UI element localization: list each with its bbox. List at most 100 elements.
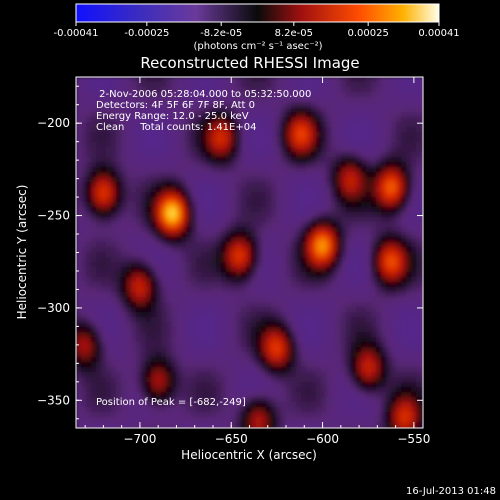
heatmap-cell bbox=[361, 107, 367, 113]
heatmap-cell bbox=[361, 177, 367, 183]
heatmap-cell bbox=[216, 172, 222, 178]
heatmap-cell bbox=[221, 282, 227, 288]
heatmap-cell bbox=[281, 107, 287, 113]
heatmap-cell bbox=[291, 377, 297, 383]
heatmap-cell bbox=[361, 242, 367, 248]
heatmap-cell bbox=[106, 242, 112, 248]
heatmap-cell bbox=[201, 362, 207, 368]
heatmap-cell bbox=[291, 147, 297, 153]
heatmap-cell bbox=[111, 302, 117, 308]
heatmap-cell bbox=[206, 157, 212, 163]
heatmap-cell bbox=[301, 317, 307, 323]
heatmap-cell bbox=[396, 252, 402, 258]
heatmap-cell bbox=[236, 362, 242, 368]
heatmap-cell bbox=[396, 82, 402, 88]
heatmap-cell bbox=[266, 387, 272, 393]
heatmap-cell bbox=[86, 332, 92, 338]
heatmap-cell bbox=[171, 392, 177, 398]
heatmap-cell bbox=[221, 312, 227, 318]
heatmap-cell bbox=[356, 337, 362, 343]
heatmap-cell bbox=[346, 287, 352, 293]
x-tick-label: −600 bbox=[306, 432, 339, 446]
heatmap-cell bbox=[231, 392, 237, 398]
heatmap-cell bbox=[231, 192, 237, 198]
heatmap-cell bbox=[201, 162, 207, 168]
heatmap-cell bbox=[181, 387, 187, 393]
heatmap-cell bbox=[131, 192, 137, 198]
heatmap-cell bbox=[341, 97, 347, 103]
heatmap-cell bbox=[176, 82, 182, 88]
heatmap-cell bbox=[401, 392, 407, 398]
heatmap-cell bbox=[166, 317, 172, 323]
heatmap-cell bbox=[371, 357, 377, 363]
heatmap-cell bbox=[146, 77, 152, 83]
heatmap-cell bbox=[241, 157, 247, 163]
heatmap-cell bbox=[316, 182, 322, 188]
heatmap-cell bbox=[81, 387, 87, 393]
heatmap-cell bbox=[141, 142, 147, 148]
heatmap-cell bbox=[376, 297, 382, 303]
heatmap-cell bbox=[276, 92, 282, 98]
heatmap-cell bbox=[301, 287, 307, 293]
heatmap-cell bbox=[151, 127, 157, 133]
heatmap-cell bbox=[251, 142, 257, 148]
heatmap-cell bbox=[171, 237, 177, 243]
heatmap-cell bbox=[86, 172, 92, 178]
heatmap-cell bbox=[246, 117, 252, 123]
heatmap-cell bbox=[126, 412, 132, 418]
heatmap-cell bbox=[216, 252, 222, 258]
heatmap-cell bbox=[166, 157, 172, 163]
heatmap-cell bbox=[401, 247, 407, 253]
heatmap-cell bbox=[141, 377, 147, 383]
heatmap-cell bbox=[116, 242, 122, 248]
heatmap-cell bbox=[81, 372, 87, 378]
heatmap-cell bbox=[91, 402, 97, 408]
heatmap-cell bbox=[421, 77, 423, 83]
heatmap-cell bbox=[196, 317, 202, 323]
heatmap-cell bbox=[406, 167, 412, 173]
heatmap-cell bbox=[416, 382, 422, 388]
heatmap-cell bbox=[201, 287, 207, 293]
heatmap-cell bbox=[291, 227, 297, 233]
heatmap-cell bbox=[371, 392, 377, 398]
heatmap-cell bbox=[86, 322, 92, 328]
heatmap-cell bbox=[236, 152, 242, 158]
heatmap-cell bbox=[276, 217, 282, 223]
heatmap-cell bbox=[396, 97, 402, 103]
heatmap-cell bbox=[316, 82, 322, 88]
heatmap-cell bbox=[131, 202, 137, 208]
heatmap-cell bbox=[206, 342, 212, 348]
heatmap-cell bbox=[316, 382, 322, 388]
heatmap-cell bbox=[296, 292, 302, 298]
heatmap-cell bbox=[346, 187, 352, 193]
heatmap-cell bbox=[271, 162, 277, 168]
heatmap-cell bbox=[126, 107, 132, 113]
heatmap-cell bbox=[361, 207, 367, 213]
heatmap-cell bbox=[411, 377, 417, 383]
heatmap-cell bbox=[381, 277, 387, 283]
heatmap-cell bbox=[221, 342, 227, 348]
heatmap-cell bbox=[341, 87, 347, 93]
heatmap-cell bbox=[181, 152, 187, 158]
heatmap-cell bbox=[181, 117, 187, 123]
heatmap-cell bbox=[81, 92, 87, 98]
heatmap-cell bbox=[421, 212, 423, 218]
heatmap-cell bbox=[286, 117, 292, 123]
heatmap-cell bbox=[226, 147, 232, 153]
heatmap-cell bbox=[421, 217, 423, 223]
heatmap-cell bbox=[376, 217, 382, 223]
heatmap-cell bbox=[151, 322, 157, 328]
heatmap-cell bbox=[196, 97, 202, 103]
heatmap-cell bbox=[176, 287, 182, 293]
heatmap-cell bbox=[121, 142, 127, 148]
heatmap-cell bbox=[331, 162, 337, 168]
heatmap-cell bbox=[321, 82, 327, 88]
heatmap-cell bbox=[146, 142, 152, 148]
heatmap-cell bbox=[381, 252, 387, 258]
heatmap-cell bbox=[416, 112, 422, 118]
heatmap-cell bbox=[331, 282, 337, 288]
heatmap-cell bbox=[406, 222, 412, 228]
heatmap-cell bbox=[401, 152, 407, 158]
heatmap-cell bbox=[91, 397, 97, 403]
heatmap-cell bbox=[286, 317, 292, 323]
